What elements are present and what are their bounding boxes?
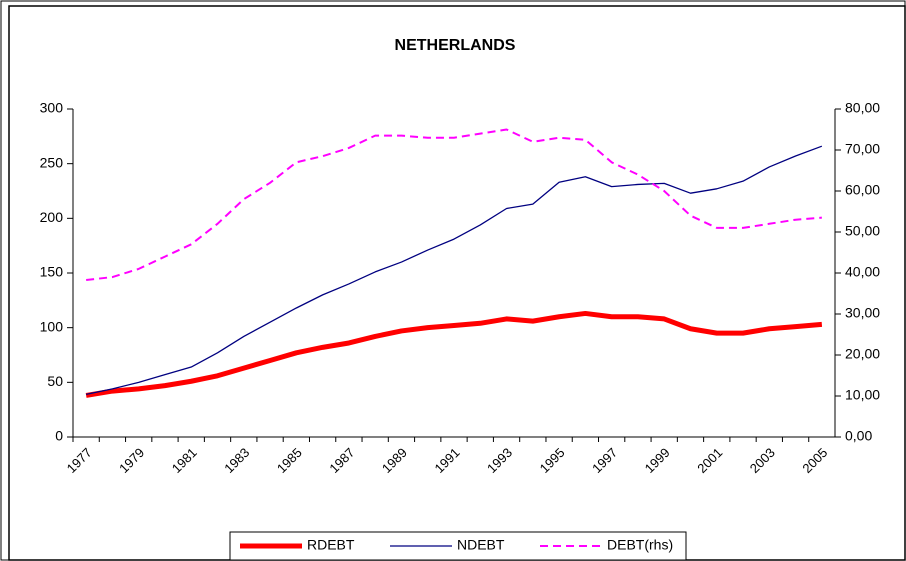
y-tick-label: 50 <box>47 373 63 389</box>
y-tick-label: 0 <box>55 428 63 444</box>
legend-label: NDEBT <box>457 537 505 553</box>
y-tick-label: 200 <box>40 209 64 225</box>
y-tick-label: 100 <box>40 318 64 334</box>
y2-tick-label: 20,00 <box>845 346 880 362</box>
series-line <box>86 145 823 395</box>
legend-label: RDEBT <box>307 537 355 553</box>
y2-tick-label: 10,00 <box>845 387 880 403</box>
legend-label: DEBT(rhs) <box>607 537 673 553</box>
series-line <box>86 128 822 281</box>
y2-tick-label: 30,00 <box>845 305 880 321</box>
chart-title: NETHERLANDS <box>395 37 516 54</box>
y-tick-label: 300 <box>40 100 64 116</box>
y-tick-label: 250 <box>40 154 64 170</box>
series-line <box>85 310 823 398</box>
y2-tick-label: 80,00 <box>845 100 880 116</box>
y-tick-label: 150 <box>40 264 64 280</box>
y2-tick-label: 40,00 <box>845 264 880 280</box>
y2-tick-label: 50,00 <box>845 223 880 239</box>
y2-tick-label: 60,00 <box>845 182 880 198</box>
y2-tick-label: 0,00 <box>845 428 872 444</box>
y2-tick-label: 70,00 <box>845 141 880 157</box>
legend-box <box>229 531 687 561</box>
